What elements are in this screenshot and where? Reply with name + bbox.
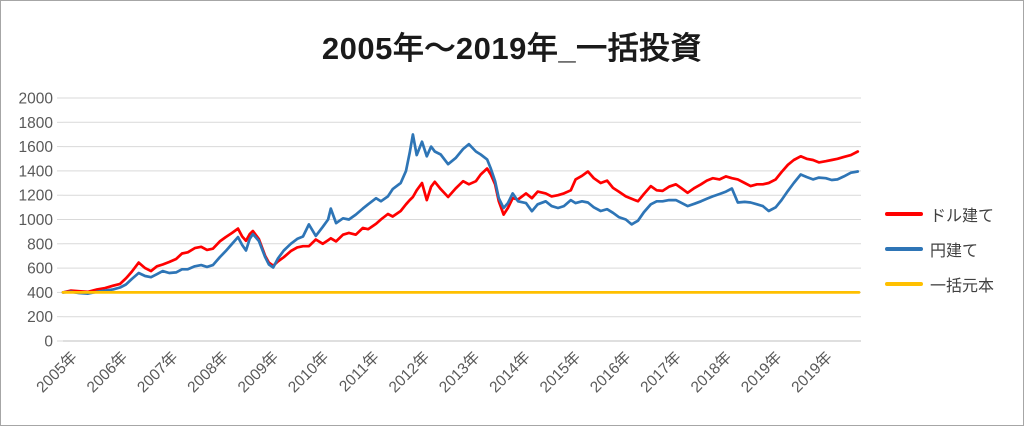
y-tick-label: 200 — [27, 309, 53, 326]
legend-item-principal: 一括元本 — [885, 273, 994, 295]
y-tick-label: 0 — [44, 334, 53, 351]
legend-label: ドル建て — [930, 208, 995, 225]
legend-label: 円建て — [930, 243, 979, 260]
y-tick-label: 1800 — [19, 115, 54, 132]
x-tick-label: 2019年 — [788, 348, 836, 396]
y-tick-label: 1200 — [19, 188, 54, 205]
y-tick-label: 2000 — [19, 91, 54, 108]
legend-label: 一括元本 — [930, 278, 995, 295]
series-line-円建て — [61, 133, 860, 295]
y-tick-label: 1600 — [19, 139, 54, 156]
x-tick-label: 2005年 — [33, 348, 81, 396]
x-tick-label: 2008年 — [184, 348, 232, 396]
y-tick-label: 1000 — [19, 212, 54, 229]
x-tick-label: 2018年 — [687, 348, 735, 396]
x-tick-label: 2012年 — [385, 348, 433, 396]
legend: ドル建て 円建て 一括元本 — [885, 203, 994, 295]
legend-line-swatch-red — [885, 212, 923, 216]
legend-item-dollar: ドル建て — [885, 203, 994, 225]
y-tick-label: 800 — [27, 236, 53, 253]
x-tick-label: 2017年 — [637, 348, 685, 396]
x-tick-label: 2010年 — [284, 348, 332, 396]
x-tick-label: 2006年 — [83, 348, 131, 396]
chart-title: 2005年～2019年_一括投資 — [321, 31, 703, 66]
x-tick-label: 2015年 — [536, 348, 584, 396]
series-line-ドル建て — [61, 150, 860, 294]
x-tick-label: 2016年 — [586, 348, 634, 396]
legend-item-yen: 円建て — [885, 238, 994, 260]
y-tick-label: 400 — [27, 285, 53, 302]
x-tick-label: 2014年 — [486, 348, 534, 396]
x-tick-label: 2011年 — [336, 348, 383, 395]
x-tick-label: 2013年 — [435, 348, 483, 396]
legend-line-swatch-orange — [885, 282, 923, 286]
y-tick-label: 600 — [27, 261, 53, 278]
x-tick-label: 2009年 — [234, 348, 282, 396]
x-tick-label: 2019年 — [737, 348, 785, 396]
x-tick-label: 2007年 — [133, 348, 181, 396]
y-tick-label: 1400 — [19, 163, 54, 180]
legend-line-swatch-blue — [885, 247, 923, 251]
